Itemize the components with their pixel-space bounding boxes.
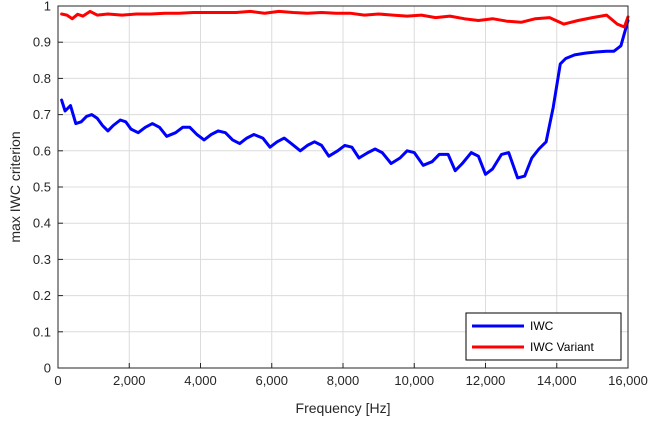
x-axis-label: Frequency [Hz] xyxy=(296,400,391,416)
axis-ticks: 0 2,000 4,000 6,000 8,000 10,000 12,000 14,000 1… xyxy=(33,0,648,388)
x-tick-label: 2,000 xyxy=(113,373,146,388)
y-tick-label: 1 xyxy=(44,0,51,14)
y-tick-label: 0.2 xyxy=(33,288,51,303)
series-line-iwc-variant xyxy=(60,9,630,29)
y-tick-label: 0.8 xyxy=(33,71,51,86)
legend-label-iwc-variant: IWC Variant xyxy=(530,340,594,354)
y-tick-label: 0.5 xyxy=(33,180,51,195)
y-tick-label: 0.6 xyxy=(33,143,51,158)
legend: IWC IWC Variant xyxy=(465,312,622,361)
y-tick-label: 0.9 xyxy=(33,35,51,50)
x-tick-label: 4,000 xyxy=(184,373,217,388)
x-tick-label: 14,000 xyxy=(537,373,577,388)
x-tick-label: 10,000 xyxy=(394,373,434,388)
y-tick-label: 0.1 xyxy=(33,324,51,339)
y-tick-label: 0.7 xyxy=(33,107,51,122)
x-tick-label: 8,000 xyxy=(327,373,360,388)
grid xyxy=(57,5,629,369)
y-tick-label: 0.3 xyxy=(33,252,51,267)
y-tick-label: 0 xyxy=(44,361,51,376)
x-tick-label: 0 xyxy=(54,373,61,388)
y-axis-label: max IWC criterion xyxy=(7,131,23,242)
x-tick-label: 16,000 xyxy=(608,373,648,388)
x-tick-label: 12,000 xyxy=(466,373,506,388)
y-tick-label: 0.4 xyxy=(33,216,51,231)
legend-box xyxy=(465,312,622,361)
legend-label-iwc: IWC xyxy=(530,319,554,333)
x-tick-label: 6,000 xyxy=(255,373,288,388)
series-lines xyxy=(60,9,630,180)
series-line-iwc xyxy=(60,19,630,180)
